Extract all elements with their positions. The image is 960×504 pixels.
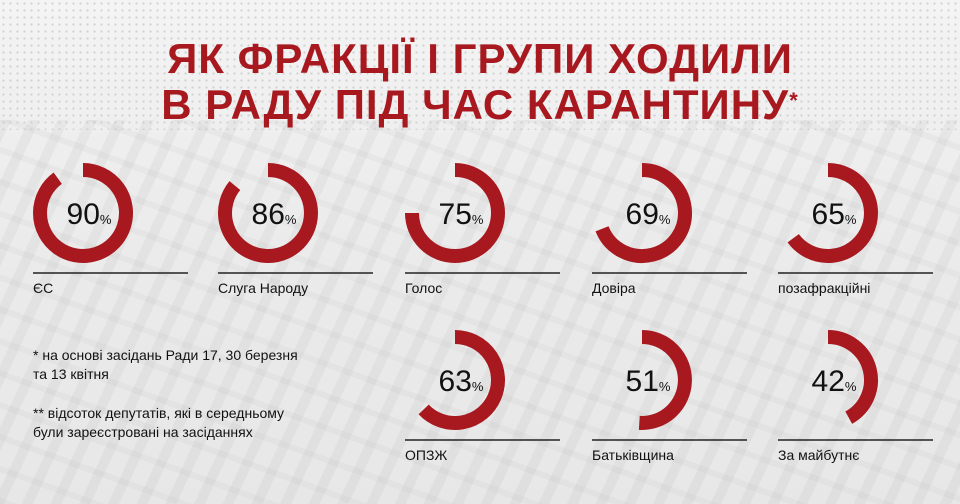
donut-value-label: 42% bbox=[812, 365, 857, 398]
donut-value-label: 69% bbox=[626, 198, 671, 231]
title-footnote-mark: * bbox=[789, 88, 799, 113]
donut-arc-2 bbox=[405, 163, 505, 263]
category-label: позафракційні bbox=[778, 280, 871, 296]
donut-value-label: 86% bbox=[252, 198, 297, 231]
donut-arc-0 bbox=[33, 163, 133, 263]
donut-value-label: 90% bbox=[67, 198, 112, 231]
donut-arc-7 bbox=[827, 330, 878, 424]
title-line-2-text: В РАДУ ПІД ЧАС КАРАНТИНУ bbox=[161, 81, 790, 128]
donut-value-label: 65% bbox=[812, 198, 857, 231]
title-line-2: В РАДУ ПІД ЧАС КАРАНТИНУ* bbox=[0, 82, 960, 128]
footnote-2: ** відсоток депутатів, які в середньому б… bbox=[33, 404, 284, 442]
donut-value-label: 63% bbox=[439, 365, 484, 398]
category-label: Довіра bbox=[592, 280, 636, 296]
donut-arc-5 bbox=[418, 330, 505, 430]
footnote-1-line-1: * на основі засідань Ради 17, 30 березня bbox=[33, 347, 298, 363]
footnote-1-line-2: та 13 квітня bbox=[33, 366, 109, 382]
category-label: За майбутнє bbox=[778, 447, 860, 463]
dot-pattern bbox=[0, 0, 960, 130]
footnote-2-line-2: були зареєстровані на засіданнях bbox=[33, 424, 253, 440]
footnote-1: * на основі засідань Ради 17, 30 березня… bbox=[33, 346, 298, 384]
donut-arc-1 bbox=[218, 163, 318, 263]
title-line-1: ЯК ФРАКЦІЇ І ГРУПИ ХОДИЛИ bbox=[167, 35, 793, 82]
category-label: ЄС bbox=[33, 280, 54, 296]
donut-value-label: 75% bbox=[439, 198, 484, 231]
donut-arc-6 bbox=[638, 330, 692, 430]
donut-arc-3 bbox=[595, 163, 692, 263]
donut-value-label: 51% bbox=[626, 365, 671, 398]
category-label: Слуга Народу bbox=[218, 280, 309, 296]
footnote-2-line-1: ** відсоток депутатів, які в середньому bbox=[33, 405, 285, 421]
category-label: Голос bbox=[405, 280, 443, 296]
donut-arc-4 bbox=[787, 163, 878, 263]
category-label: Батьківщина bbox=[592, 447, 674, 463]
category-label: ОПЗЖ bbox=[405, 447, 448, 463]
